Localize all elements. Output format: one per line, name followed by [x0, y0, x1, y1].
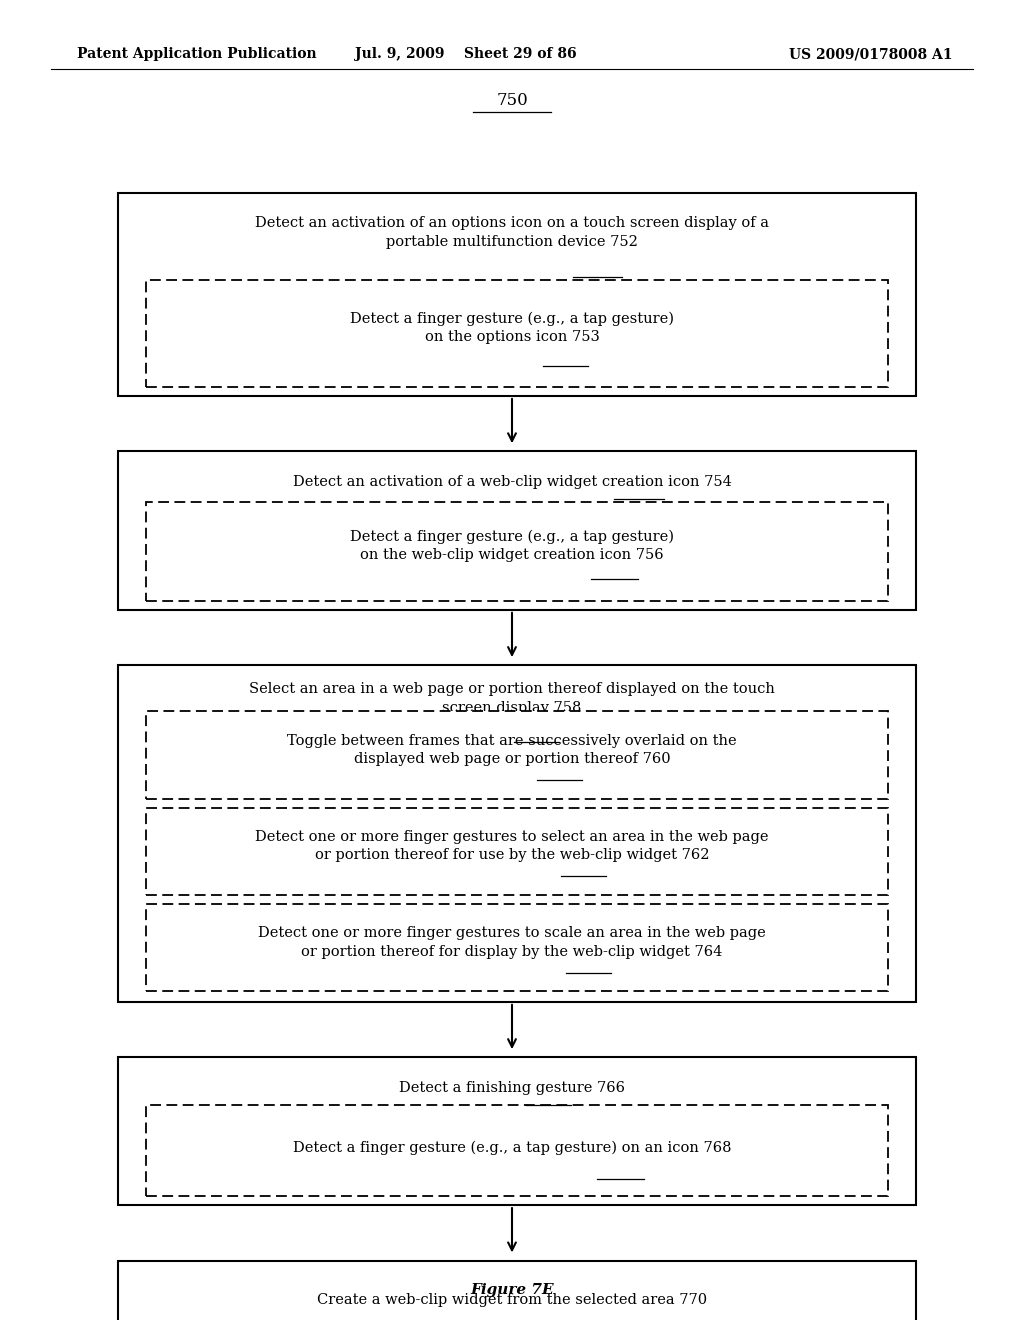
Bar [118, 1261, 916, 1320]
Text: Detect an activation of a web-clip widget creation icon 754: Detect an activation of a web-clip widge… [293, 475, 731, 490]
Text: Toggle between frames that are successively overlaid on the
displayed web page o: Toggle between frames that are successiv… [287, 734, 737, 766]
Bar [146, 280, 888, 387]
Bar [146, 808, 888, 895]
Text: Figure 7E: Figure 7E [470, 1283, 554, 1296]
Text: 750: 750 [496, 92, 528, 108]
Text: Detect one or more finger gestures to select an area in the web page
or portion : Detect one or more finger gestures to se… [255, 830, 769, 862]
Bar [146, 904, 888, 991]
Text: Patent Application Publication: Patent Application Publication [77, 48, 316, 61]
Text: US 2009/0178008 A1: US 2009/0178008 A1 [788, 48, 952, 61]
Text: Detect a finishing gesture 766: Detect a finishing gesture 766 [399, 1081, 625, 1096]
Text: Detect a finger gesture (e.g., a tap gesture)
on the web-clip widget creation ic: Detect a finger gesture (e.g., a tap ges… [350, 529, 674, 562]
Text: Detect a finger gesture (e.g., a tap gesture) on an icon 768: Detect a finger gesture (e.g., a tap ges… [293, 1140, 731, 1155]
Text: Detect an activation of an options icon on a touch screen display of a
portable : Detect an activation of an options icon … [255, 216, 769, 249]
Bar [118, 1057, 916, 1205]
Text: Select an area in a web page or portion thereof displayed on the touch
screen di: Select an area in a web page or portion … [249, 682, 775, 715]
Bar [146, 502, 888, 601]
Bar [118, 451, 916, 610]
Bar [118, 193, 916, 396]
Bar [118, 665, 916, 1002]
Text: Create a web-clip widget from the selected area 770: Create a web-clip widget from the select… [317, 1294, 707, 1307]
Text: Jul. 9, 2009    Sheet 29 of 86: Jul. 9, 2009 Sheet 29 of 86 [355, 48, 577, 61]
Text: Detect a finger gesture (e.g., a tap gesture)
on the options icon 753: Detect a finger gesture (e.g., a tap ges… [350, 312, 674, 345]
Text: Detect one or more finger gestures to scale an area in the web page
or portion t: Detect one or more finger gestures to sc… [258, 927, 766, 958]
Bar [146, 711, 888, 799]
Bar [146, 1105, 888, 1196]
